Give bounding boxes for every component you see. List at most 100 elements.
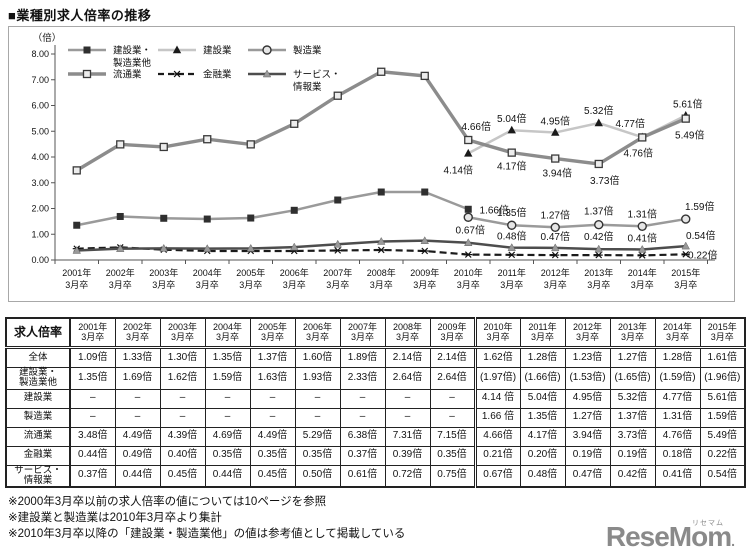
legend-item-流通業: 流通業 — [68, 69, 142, 81]
asterisk-marker-icon — [638, 252, 646, 259]
data-label: 1.31倍 — [628, 207, 657, 220]
table-cell: 1.27倍 — [564, 407, 611, 428]
asterisk-marker-icon — [464, 251, 472, 258]
square-filled-marker-icon — [116, 212, 124, 220]
logo-text: ReseMom — [605, 521, 732, 552]
legend-item-サービス・情報業: サービス・情報業 — [248, 69, 341, 93]
x-tick-sublabel: 3月卒 — [544, 279, 567, 290]
table-cell: – — [429, 407, 476, 428]
page-title: ■業種別求人倍率の推移 — [8, 8, 152, 23]
series-line — [468, 216, 686, 229]
circle-marker-icon — [594, 220, 604, 230]
table-cell: – — [69, 388, 116, 409]
table-cell: 5.61倍 — [699, 388, 746, 409]
column-header-year: 2005年 — [257, 321, 288, 332]
table-cell: 4.95倍 — [564, 388, 611, 409]
column-header: 2010年 3月卒 — [473, 317, 521, 349]
table-cell: – — [204, 407, 251, 428]
triangle-marker-icon — [594, 118, 603, 127]
square-open-marker-icon — [681, 114, 690, 123]
series-サービス・情報業 — [72, 236, 690, 254]
circle-marker-icon — [262, 45, 272, 55]
table-cell: 4.49倍 — [249, 426, 296, 447]
row-label: 金融業 — [5, 445, 71, 466]
column-header-sub: 3月卒 — [486, 331, 510, 342]
square-filled-marker-icon — [334, 196, 342, 204]
resemom-logo: リセマム ReseMom. — [605, 518, 735, 552]
square-open-marker-icon — [333, 91, 342, 100]
table-cell: 4.49倍 — [114, 426, 161, 447]
table-cell: 0.42倍 — [609, 464, 656, 488]
footnotes: ※2000年3月卒以前の求人倍率の値については10ページを参照 ※建設業と製造業… — [8, 494, 405, 542]
column-header: 2005年 3月卒 — [249, 317, 296, 349]
square-filled-marker-icon — [247, 214, 255, 222]
legend-label: 製造業他 — [113, 57, 152, 69]
legend-item-製造業: 製造業 — [248, 45, 322, 57]
table-cell: 0.35倍 — [429, 445, 476, 466]
x-tick-sublabel: 3月卒 — [283, 279, 306, 290]
table-cell: 1.27倍 — [609, 347, 656, 368]
square-filled-marker-icon — [73, 221, 81, 229]
row-label: 建設業・ 製造業他 — [5, 367, 71, 390]
table-cell: 1.69倍 — [114, 367, 161, 390]
column-header-year: 2003年 — [167, 321, 198, 332]
table-cell: (1.53倍) — [564, 367, 611, 390]
table-row: 建設業・ 製造業他 1.35倍 1.69倍 1.62倍 1.59倍 1.63倍 1.93倍 2.… — [5, 367, 746, 390]
table-cell: 3.48倍 — [69, 426, 116, 447]
column-header-sub: 3月卒 — [620, 331, 644, 342]
table-cell: – — [339, 407, 386, 428]
triangle-gray-marker-icon — [464, 238, 473, 246]
table-cell: (1.66倍) — [519, 367, 566, 390]
table-cell: 1.28倍 — [519, 347, 566, 368]
data-label: 4.66倍 — [462, 120, 491, 133]
table-cell: (1.97倍) — [473, 367, 521, 390]
square-open-marker-icon — [551, 154, 560, 163]
triangle-gray-marker-icon — [594, 244, 603, 253]
column-header: 2015年 3月卒 — [699, 317, 746, 349]
data-label: 4.95倍 — [541, 115, 570, 128]
table-cell: 1.59倍 — [204, 367, 251, 390]
square-open-marker-icon — [72, 166, 81, 175]
table-body: 全体 1.09倍 1.33倍 1.30倍 1.35倍 1.37倍 1.60倍 1.89倍 2.1… — [5, 347, 746, 488]
x-tick-label: 2007年 — [323, 267, 352, 278]
y-tick-label: 3.00 — [31, 178, 49, 188]
column-header-year: 2009年 — [437, 321, 467, 332]
data-label: 5.61倍 — [673, 98, 702, 111]
table-cell: 0.40倍 — [159, 445, 206, 466]
column-header-year: 2008年 — [392, 321, 423, 332]
series-line — [76, 246, 686, 257]
triangle-gray-marker-icon — [551, 243, 560, 252]
column-header-sub: 3月卒 — [395, 331, 419, 342]
table-cell: – — [249, 407, 296, 428]
table-cell: 0.41倍 — [654, 464, 701, 488]
square-open-marker-icon — [159, 142, 168, 152]
legend-label: 建設業・ — [113, 45, 151, 57]
square-open-marker-icon — [116, 140, 125, 149]
column-header: 2009年 3月卒 — [429, 317, 476, 349]
column-header-sub: 3月卒 — [350, 331, 374, 342]
data-label: 5.32倍 — [584, 104, 613, 117]
square-filled-marker-icon — [421, 188, 429, 196]
legend-label: 製造業 — [293, 45, 322, 57]
data-label: 1.59倍 — [685, 200, 714, 213]
triangle-marker-icon — [507, 125, 516, 134]
table-cell: 5.49倍 — [699, 426, 746, 447]
table-cell: 0.49倍 — [114, 445, 161, 466]
table-cell: 0.37倍 — [69, 464, 116, 488]
triangle-gray-marker-icon — [203, 244, 212, 252]
column-header: 2001年 3月卒 — [69, 317, 116, 349]
table-cell: 0.67倍 — [473, 464, 521, 488]
asterisk-marker-icon — [421, 247, 429, 255]
x-tick-sublabel: 3月卒 — [196, 279, 219, 290]
triangle-gray-marker-icon — [246, 243, 255, 252]
table-cell: – — [294, 407, 341, 428]
table-cell: 1.35倍 — [204, 347, 251, 368]
table-cell: 0.19倍 — [609, 445, 656, 466]
logo-wordmark: ReseMom. — [605, 521, 735, 552]
y-tick-label: 0.00 — [31, 255, 49, 265]
triangle-gray-marker-icon — [262, 69, 272, 78]
table-cell: 4.14 倍 — [473, 388, 521, 409]
table-cell: 0.50倍 — [294, 464, 341, 488]
data-label: 1.35倍 — [497, 206, 526, 219]
